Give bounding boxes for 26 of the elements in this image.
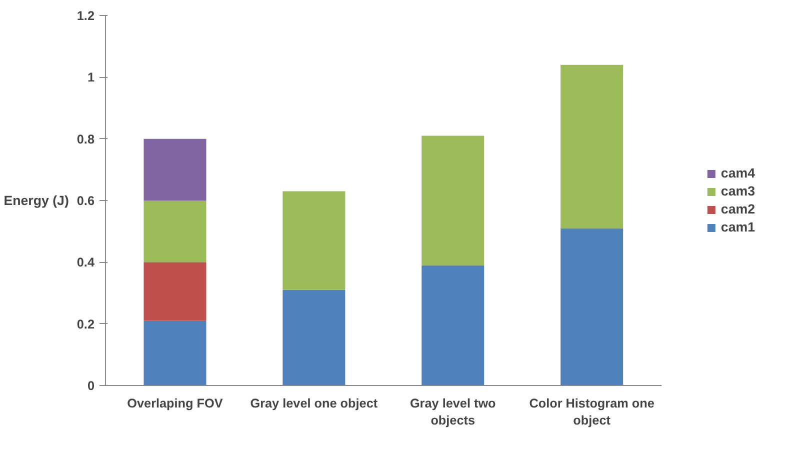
y-tick-label: 0.8 [76,132,95,146]
legend-label: cam4 [720,166,755,180]
bar [560,64,624,228]
bar [144,320,206,386]
bar [282,290,346,386]
y-tick-label: 0.6 [76,194,95,208]
y-tick-label: 0 [87,379,95,393]
x-tick-label: Overlaping FOV [127,396,224,410]
x-tick-label: Gray level one object [250,396,378,410]
legend-label: cam3 [720,184,755,198]
bar [144,200,206,262]
y-tick-label: 1.2 [76,9,95,23]
bar [422,265,484,386]
bar [422,136,484,266]
legend-label: cam2 [720,202,755,216]
bar [560,228,624,386]
y-axis-title: Energy (J) [4,193,69,208]
bar [144,262,206,321]
bar [144,138,206,200]
x-tick-label: Gray level two objects [410,396,496,428]
legend-label: cam1 [720,220,755,234]
y-tick-label: 1 [87,70,95,85]
y-tick-label: 0.4 [76,256,95,270]
x-tick-label: Color Histogram one object [529,396,654,428]
y-tick-label: 0.2 [76,317,95,332]
bar [282,191,346,290]
